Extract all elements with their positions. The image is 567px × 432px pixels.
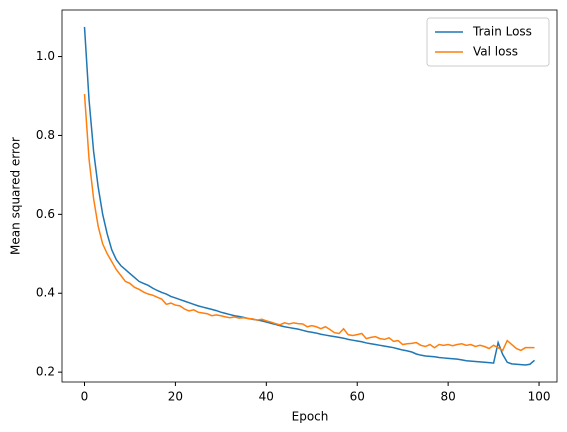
legend-label: Val loss bbox=[473, 45, 518, 59]
x-tick-label: 100 bbox=[528, 390, 551, 404]
y-tick-label: 0.8 bbox=[36, 128, 55, 142]
x-tick-label: 80 bbox=[440, 390, 455, 404]
legend-label: Train Loss bbox=[472, 25, 532, 39]
x-tick-label: 20 bbox=[168, 390, 183, 404]
y-tick-label: 0.6 bbox=[36, 207, 55, 221]
x-tick-label: 0 bbox=[81, 390, 89, 404]
x-tick-label: 60 bbox=[350, 390, 365, 404]
line bbox=[83, 26, 535, 366]
line bbox=[83, 93, 535, 352]
y-tick-label: 0.2 bbox=[36, 365, 55, 379]
y-tick-label: 1.0 bbox=[36, 49, 55, 63]
y-tick-label: 0.4 bbox=[36, 286, 55, 300]
legend-box bbox=[426, 17, 550, 67]
x-tick-label: 40 bbox=[259, 390, 274, 404]
plot-frame bbox=[61, 9, 558, 383]
x-axis-label: Epoch bbox=[292, 410, 329, 424]
y-axis-label: Mean squared error bbox=[9, 137, 23, 255]
